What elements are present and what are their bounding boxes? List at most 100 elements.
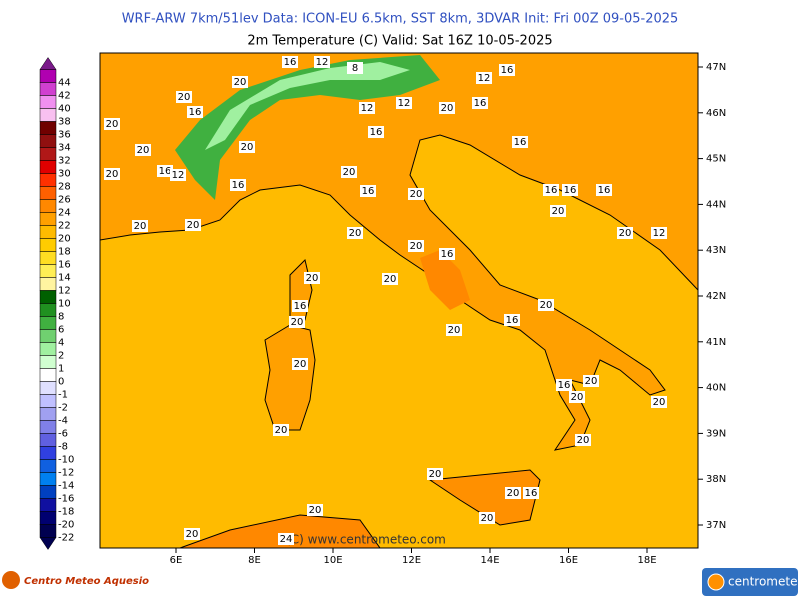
logo-right: centrometeo bbox=[728, 575, 800, 589]
contour-label: 20 bbox=[178, 92, 191, 103]
contour-label-bg bbox=[472, 97, 488, 109]
contour-label-bg bbox=[135, 144, 151, 156]
colorbar-box bbox=[39, 316, 57, 330]
colorbar-box bbox=[39, 485, 57, 499]
contour-label: 12 bbox=[478, 73, 491, 84]
contour-label-bg bbox=[230, 179, 246, 191]
lon-label: 16E bbox=[559, 555, 578, 566]
colorbar-label: 30 bbox=[58, 169, 71, 180]
contour-label: 20 bbox=[540, 300, 553, 311]
lat-label: 37N bbox=[706, 520, 726, 531]
lat-label: 44N bbox=[706, 199, 726, 210]
contour-label-bg bbox=[439, 248, 455, 260]
lat-label: 43N bbox=[706, 245, 726, 256]
colorbar-box bbox=[39, 199, 57, 213]
contour-label: 16 bbox=[474, 98, 487, 109]
contour-label-bg bbox=[446, 324, 462, 336]
contour-label: 20 bbox=[137, 145, 150, 156]
africa bbox=[179, 514, 381, 548]
contour-label: 16 bbox=[564, 185, 577, 196]
lat-label: 46N bbox=[706, 108, 726, 119]
contour-label-bg bbox=[359, 102, 375, 114]
contour-label: 20 bbox=[410, 189, 423, 200]
colorbar-box bbox=[39, 355, 57, 369]
contour-label: 16 bbox=[506, 315, 519, 326]
contour-label-bg bbox=[292, 300, 308, 312]
contour-label: 16 bbox=[189, 107, 202, 118]
logo-left-icon bbox=[2, 571, 20, 589]
colorbar-top bbox=[39, 57, 57, 70]
contour-label-bg bbox=[132, 220, 148, 232]
logo-left: Centro Meteo Aquesio bbox=[24, 576, 149, 587]
contour-label: 20 bbox=[291, 317, 304, 328]
contour-label-bg bbox=[104, 118, 120, 130]
colorbar-box bbox=[39, 407, 57, 421]
map-area: (C) www.centrometeo.com bbox=[100, 53, 698, 548]
lon-label: 6E bbox=[170, 555, 183, 566]
contour-label: 16 bbox=[232, 180, 245, 191]
contour-label: 20 bbox=[653, 397, 666, 408]
contour-label-bg bbox=[556, 379, 572, 391]
contour-label: 20 bbox=[441, 103, 454, 114]
lat-label: 39N bbox=[706, 428, 726, 439]
colorbar-label: 34 bbox=[58, 143, 71, 154]
contour-label-bg bbox=[408, 240, 424, 252]
colorbar-box bbox=[39, 290, 57, 304]
contour-label-bg bbox=[476, 72, 492, 84]
contour-label: 20 bbox=[507, 488, 520, 499]
colorbar-label: -10 bbox=[58, 455, 74, 466]
contour-label-bg bbox=[360, 185, 376, 197]
contour-label: 20 bbox=[585, 376, 598, 387]
colorbar-box bbox=[39, 225, 57, 239]
colorbar-bottom bbox=[39, 537, 57, 550]
header-line1: WRF-ARW 7km/51lev Data: ICON-EU 6.5km, S… bbox=[122, 12, 679, 27]
colorbar-box bbox=[39, 342, 57, 356]
contour-label-bg bbox=[651, 227, 667, 239]
colorbar-label: 2 bbox=[58, 351, 64, 362]
colorbar-label: 4 bbox=[58, 338, 64, 349]
contour-label-bg bbox=[562, 184, 578, 196]
contour-label: 20 bbox=[294, 359, 307, 370]
lat-label: 38N bbox=[706, 474, 726, 485]
lat-label: 40N bbox=[706, 383, 726, 394]
contour-label-bg bbox=[583, 375, 599, 387]
contour-label-bg bbox=[439, 102, 455, 114]
apennines bbox=[420, 250, 470, 310]
contour-label: 16 bbox=[598, 185, 611, 196]
contour-label-bg bbox=[596, 184, 612, 196]
colorbar-box bbox=[39, 459, 57, 473]
contour-label-bg bbox=[239, 141, 255, 153]
colorbar-box bbox=[39, 69, 57, 83]
colorbar-label: -1 bbox=[58, 390, 68, 401]
colorbar-box bbox=[39, 303, 57, 317]
contour-label: 16 bbox=[545, 185, 558, 196]
colorbar-label: 6 bbox=[58, 325, 64, 336]
contour-label-bg bbox=[304, 272, 320, 284]
colorbar-box bbox=[39, 472, 57, 486]
colorbar-box bbox=[39, 251, 57, 265]
colorbar-label: 38 bbox=[58, 117, 71, 128]
colorbar-box bbox=[39, 108, 57, 122]
lat-label: 47N bbox=[706, 62, 726, 73]
contour-label: 8 bbox=[352, 63, 358, 74]
contour-label: 20 bbox=[552, 206, 565, 217]
contour-label: 16 bbox=[525, 488, 538, 499]
colorbar-label: 36 bbox=[58, 130, 71, 141]
contour-label: 12 bbox=[172, 170, 185, 181]
contour-label-bg bbox=[185, 219, 201, 231]
contour-label: 20 bbox=[619, 228, 632, 239]
contour-label: 20 bbox=[571, 392, 584, 403]
header-line2: 2m Temperature (C) Valid: Sat 16Z 10-05-… bbox=[247, 34, 552, 49]
watermark: (C) www.centrometeo.com bbox=[286, 533, 446, 547]
contour-label-bg bbox=[569, 391, 585, 403]
contour-label: 12 bbox=[316, 57, 329, 68]
contour-label: 20 bbox=[309, 505, 322, 516]
colorbar-label: 0 bbox=[58, 377, 64, 388]
colorbar-label: 28 bbox=[58, 182, 71, 193]
contour-label-bg bbox=[347, 227, 363, 239]
colorbar-box bbox=[39, 446, 57, 460]
contour-label: 20 bbox=[429, 469, 442, 480]
contour-label: 20 bbox=[106, 119, 119, 130]
contour-label-bg bbox=[104, 168, 120, 180]
colorbar-label: -14 bbox=[58, 481, 74, 492]
